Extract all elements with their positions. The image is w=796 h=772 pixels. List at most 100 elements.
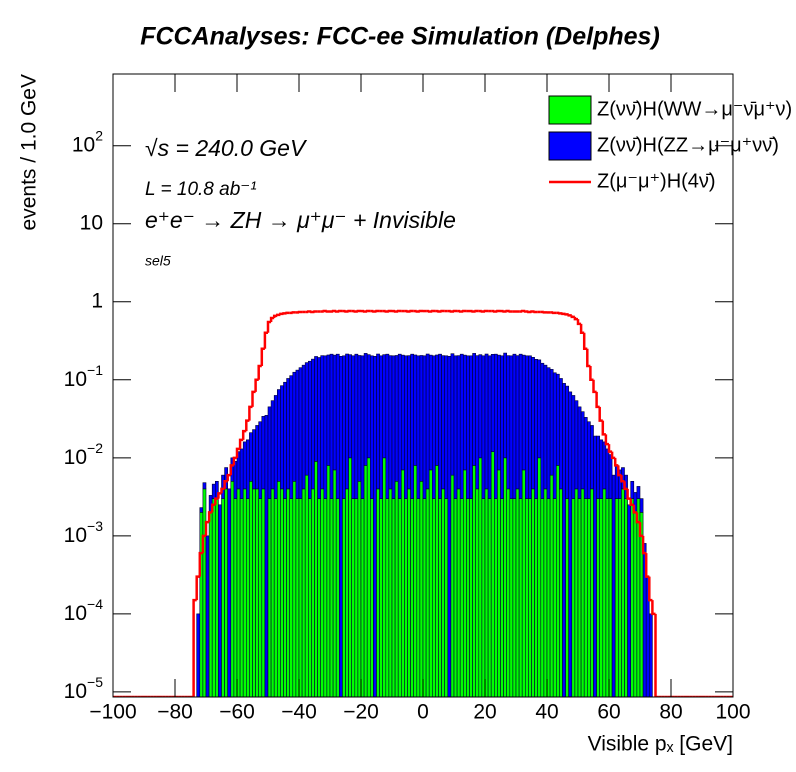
histogram-line	[604, 434, 609, 446]
histogram-bar	[202, 482, 207, 490]
histogram-bar	[528, 355, 532, 499]
y-tick-label: 10−3	[64, 518, 104, 547]
histogram-bar	[546, 367, 551, 499]
histogram-bar	[215, 498, 219, 697]
histogram-bar	[320, 355, 325, 490]
histogram-bar	[360, 355, 365, 499]
histogram-line	[266, 320, 272, 333]
y-tick-label: 1	[91, 289, 103, 312]
histogram-bar	[444, 355, 449, 499]
histogram-bar	[329, 353, 334, 499]
histogram-bar	[428, 354, 433, 471]
histogram-bar	[382, 457, 387, 697]
histogram-bar	[202, 488, 207, 697]
histogram-bar	[490, 354, 495, 452]
histogram-bar	[524, 355, 529, 499]
histogram-bar	[521, 354, 526, 471]
histogram-bar	[611, 474, 616, 697]
histogram-bar	[478, 354, 483, 459]
histogram-bar	[326, 465, 331, 697]
histogram-bar	[208, 512, 213, 697]
x-tick-label: −40	[281, 701, 317, 724]
histogram-bar	[345, 488, 349, 697]
x-axis-label: Visible pₓ [GeV]	[588, 733, 733, 756]
chart-title: FCCAnalyses: FCC-ee Simulation (Delphes)	[140, 23, 660, 51]
histogram-line	[582, 332, 588, 350]
histogram-bar	[338, 355, 343, 697]
histogram-bar	[205, 535, 210, 697]
histogram-bar	[332, 469, 337, 697]
histogram-bar	[537, 359, 542, 459]
histogram-bar	[453, 498, 458, 697]
x-tick-label: 60	[597, 701, 620, 724]
histogram-bar	[258, 498, 263, 697]
histogram-bar	[515, 355, 520, 490]
histogram-line	[598, 406, 603, 422]
histogram-line	[279, 312, 284, 316]
histogram-bar	[438, 498, 442, 697]
histogram-bar	[242, 441, 247, 490]
histogram-bar	[329, 498, 334, 697]
histogram-bar	[413, 465, 418, 697]
histogram-bar	[481, 355, 486, 499]
legend-label: Z(μ⁻μ⁺)H(4ν̄)	[597, 170, 716, 192]
histogram-bar	[497, 354, 501, 471]
histogram-bar	[211, 498, 216, 697]
histogram-bar	[484, 488, 489, 697]
histogram-bar	[627, 504, 631, 697]
histogram-bar	[345, 353, 349, 490]
histogram-line	[269, 316, 275, 323]
histogram-bar	[292, 481, 297, 697]
histogram-bar	[273, 395, 278, 499]
histogram-bar	[255, 488, 260, 697]
histogram-bar	[221, 498, 225, 697]
x-tick-label: −100	[89, 701, 136, 724]
histogram-bar	[568, 391, 573, 697]
histogram-bar	[624, 498, 628, 697]
histogram-bar	[218, 504, 222, 697]
histogram-bar	[571, 395, 576, 499]
histogram-bar	[419, 355, 424, 482]
y-tick-label: 10−5	[64, 674, 104, 703]
histogram-bar	[410, 498, 415, 697]
histogram-bar	[224, 488, 229, 697]
histogram-bar	[521, 469, 526, 697]
histogram-bar	[233, 461, 238, 499]
histogram-bar	[357, 355, 362, 482]
histogram-bar	[456, 355, 461, 490]
histogram-bar	[283, 498, 287, 697]
y-axis-label: events / 1.0 GeV	[18, 74, 41, 230]
histogram-bar	[239, 498, 244, 697]
y-tick-label: 10−2	[64, 440, 104, 469]
legend-label: Z(νν̄)H(WW→μ⁻ν̄μ⁺ν)	[597, 98, 792, 120]
histogram-bar	[456, 488, 461, 697]
histogram-bar	[246, 439, 250, 499]
histogram-bar	[233, 498, 238, 697]
histogram-bar	[304, 362, 309, 476]
histogram-line	[641, 535, 647, 555]
histogram-bar	[196, 613, 201, 697]
histogram-bar	[239, 448, 244, 499]
y-tick-label: 102	[72, 127, 103, 156]
histogram-bar	[410, 353, 415, 499]
histogram-line	[226, 473, 231, 482]
histogram-bar	[307, 360, 312, 499]
x-tick-label: 20	[473, 701, 496, 724]
histogram-bar	[630, 498, 635, 697]
histogram-bar	[596, 435, 600, 499]
histogram-line	[638, 522, 644, 538]
histogram-line	[586, 348, 591, 368]
histogram-bar	[394, 355, 399, 482]
histogram-line	[613, 457, 619, 467]
histogram-bar	[249, 481, 253, 697]
histogram-line	[567, 314, 572, 317]
x-tick-label: −20	[343, 701, 379, 724]
histogram-bar	[577, 406, 582, 499]
histogram-bar	[276, 389, 281, 482]
histogram-bar	[416, 498, 421, 697]
x-tick-label: −60	[219, 701, 255, 724]
histogram-bar	[574, 400, 579, 490]
histogram-bar	[283, 381, 287, 499]
histogram-bar	[559, 488, 563, 697]
histogram-bar	[562, 383, 566, 697]
